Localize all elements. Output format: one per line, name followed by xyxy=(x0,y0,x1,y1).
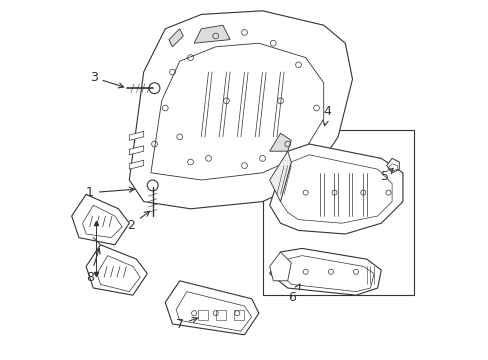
Text: 5: 5 xyxy=(381,168,392,183)
Text: 2: 2 xyxy=(127,211,149,231)
Polygon shape xyxy=(269,151,291,202)
Polygon shape xyxy=(129,146,143,155)
Text: 6: 6 xyxy=(287,284,299,303)
Polygon shape xyxy=(129,160,143,169)
Polygon shape xyxy=(72,194,129,245)
Text: 8: 8 xyxy=(86,249,100,284)
Polygon shape xyxy=(86,245,147,295)
Polygon shape xyxy=(129,11,352,209)
Polygon shape xyxy=(269,252,291,281)
Text: 4: 4 xyxy=(323,105,331,126)
Text: 1: 1 xyxy=(86,186,134,199)
Polygon shape xyxy=(165,281,258,335)
Polygon shape xyxy=(168,29,183,47)
Bar xyxy=(262,130,413,295)
Polygon shape xyxy=(386,158,399,173)
Polygon shape xyxy=(269,144,402,234)
Polygon shape xyxy=(129,131,143,140)
Text: 3: 3 xyxy=(89,71,123,88)
Polygon shape xyxy=(194,25,230,43)
Text: 7: 7 xyxy=(176,318,197,330)
Polygon shape xyxy=(269,248,381,295)
Polygon shape xyxy=(269,133,291,151)
